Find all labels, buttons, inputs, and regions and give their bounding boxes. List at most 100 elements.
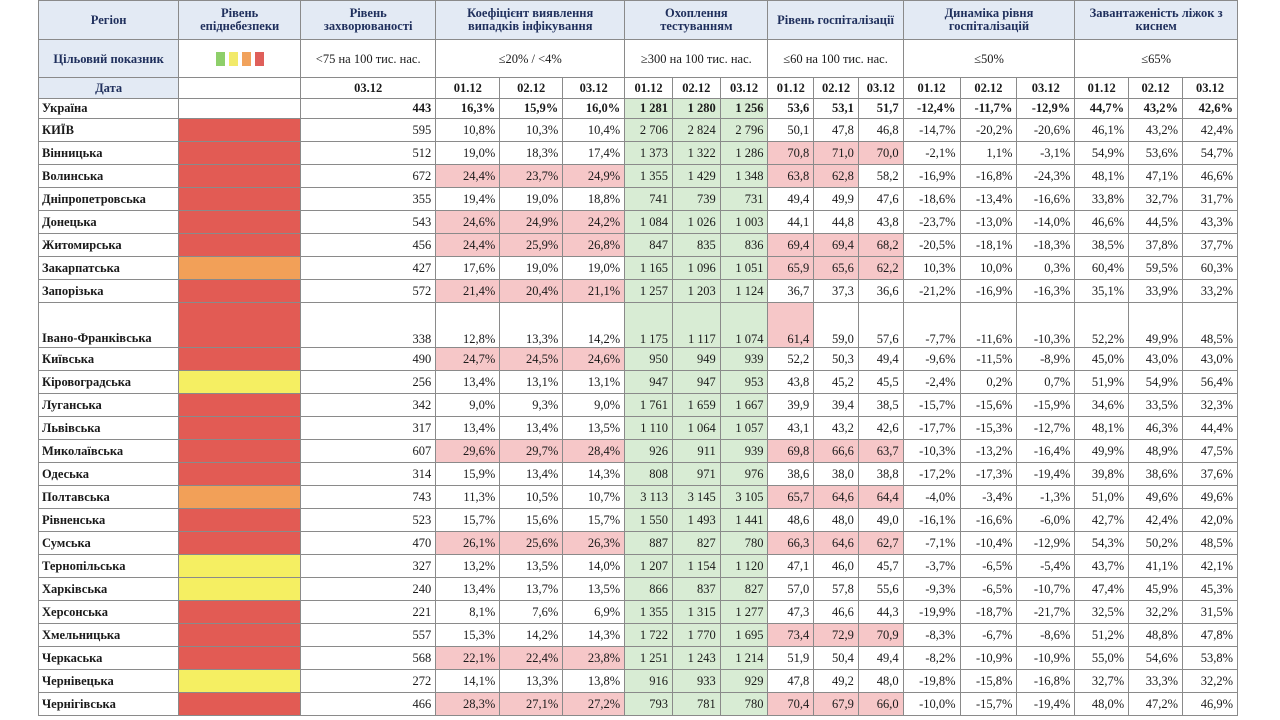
incidence-value: 338 — [300, 302, 437, 348]
value-cell: 66,3 — [767, 531, 815, 555]
value-cell: 44,8 — [813, 210, 859, 234]
value-cell: 26,1% — [435, 531, 501, 555]
value-cell: 1 203 — [671, 279, 721, 303]
epidemic-level-cell — [178, 347, 302, 371]
hospitalization-target: ≤60 на 100 тис. нас. — [767, 39, 904, 78]
value-cell: -18,6% — [902, 187, 961, 211]
value-cell: 19,0% — [499, 256, 564, 280]
value-cell: -10,9% — [1016, 646, 1076, 670]
value-cell: 58,2 — [857, 164, 904, 188]
value-cell: 53,8% — [1182, 646, 1238, 670]
value-cell: -15,7% — [902, 393, 961, 417]
value-cell: -19,4% — [1016, 462, 1076, 486]
value-cell: 12,8% — [435, 302, 501, 348]
incidence-value: 557 — [300, 623, 437, 647]
value-cell: 47,3 — [767, 600, 815, 624]
value-cell: 70,4 — [767, 692, 815, 716]
value-cell: -16,1% — [902, 508, 961, 532]
value-cell: 48,1% — [1074, 416, 1130, 440]
value-cell: 15,7% — [435, 508, 501, 532]
value-cell: 13,4% — [499, 416, 564, 440]
date-cell: 03.12 — [719, 77, 769, 99]
value-cell: -1,3% — [1016, 485, 1076, 509]
value-cell: 15,7% — [562, 508, 626, 532]
value-cell: -13,0% — [959, 210, 1018, 234]
testing-header: Охоплення тестуванням — [624, 0, 769, 40]
value-cell: 10,8% — [435, 118, 501, 142]
value-cell: -10,4% — [959, 531, 1018, 555]
value-cell: 10,3% — [902, 256, 961, 280]
value-cell: 14,2% — [562, 302, 626, 348]
value-cell: 0,2% — [959, 370, 1018, 394]
value-cell: 971 — [671, 462, 721, 486]
value-cell: -4,0% — [902, 485, 961, 509]
incidence-value: 543 — [300, 210, 437, 234]
value-cell: 70,8 — [767, 141, 815, 165]
value-cell: 24,6% — [562, 347, 626, 371]
value-cell: 24,5% — [499, 347, 564, 371]
value-cell: -6,7% — [959, 623, 1018, 647]
value-cell: 939 — [719, 347, 769, 371]
value-cell: -12,4% — [902, 98, 961, 119]
epidemic-level-cell — [178, 692, 302, 716]
value-cell: 72,9 — [813, 623, 859, 647]
value-cell: 44,4% — [1182, 416, 1238, 440]
value-cell: 47,1 — [767, 554, 815, 578]
value-cell: 947 — [671, 370, 721, 394]
value-cell: 48,5% — [1182, 302, 1238, 348]
value-cell: 42,1% — [1182, 554, 1238, 578]
value-cell: 950 — [624, 347, 673, 371]
value-cell: 26,3% — [562, 531, 626, 555]
incidence-value: 470 — [300, 531, 437, 555]
value-cell: 55,0% — [1074, 646, 1130, 670]
value-cell: -3,4% — [959, 485, 1018, 509]
value-cell: -9,3% — [902, 577, 961, 601]
epidemic-level-cell — [178, 531, 302, 555]
value-cell: 11,3% — [435, 485, 501, 509]
value-cell: 13,1% — [499, 370, 564, 394]
epidemic-level-cell — [178, 577, 302, 601]
value-cell: 28,4% — [562, 439, 626, 463]
value-cell: 933 — [671, 669, 721, 693]
value-cell: -17,3% — [959, 462, 1018, 486]
value-cell: -15,8% — [959, 669, 1018, 693]
value-cell: 47,8 — [813, 118, 859, 142]
value-cell: 1 214 — [719, 646, 769, 670]
testing-target: ≥300 на 100 тис. нас. — [624, 39, 769, 78]
value-cell: 46,3% — [1128, 416, 1183, 440]
value-cell: 47,2% — [1128, 692, 1183, 716]
value-cell: 63,8 — [767, 164, 815, 188]
table-row: Вінницька 512 19,0% 18,3% 17,4% 1 373 1 322 1 2… — [37, 141, 1238, 165]
value-cell: 1 003 — [719, 210, 769, 234]
value-cell: 13,8% — [562, 669, 626, 693]
value-cell: 59,0 — [813, 302, 859, 348]
value-cell: 17,4% — [562, 141, 626, 165]
value-cell: 1 355 — [624, 164, 673, 188]
value-cell: -18,1% — [959, 233, 1018, 257]
value-cell: 13,7% — [499, 577, 564, 601]
value-cell: -10,9% — [959, 646, 1018, 670]
value-cell: 50,4 — [813, 646, 859, 670]
value-cell: -15,9% — [1016, 393, 1076, 417]
value-cell: 13,4% — [435, 370, 501, 394]
legend-swatch-red — [254, 52, 264, 67]
value-cell: 69,4 — [767, 233, 815, 257]
value-cell: 0,7% — [1016, 370, 1076, 394]
value-cell: 976 — [719, 462, 769, 486]
epidemic-level-cell — [178, 256, 302, 280]
value-cell: 836 — [719, 233, 769, 257]
epidemic-level-cell — [178, 416, 302, 440]
epidemic-level-cell — [178, 393, 302, 417]
incidence-value: 568 — [300, 646, 437, 670]
value-cell: 1 770 — [671, 623, 721, 647]
value-cell: 24,4% — [435, 233, 501, 257]
value-cell: -11,6% — [959, 302, 1018, 348]
region-name: Волинська — [37, 164, 180, 188]
value-cell: 48,5% — [1182, 531, 1238, 555]
value-cell: 38,8 — [857, 462, 904, 486]
value-cell: -6,0% — [1016, 508, 1076, 532]
value-cell: 31,7% — [1182, 187, 1238, 211]
value-cell: 793 — [624, 692, 673, 716]
value-cell: 50,1 — [767, 118, 815, 142]
value-cell: 13,3% — [499, 302, 564, 348]
